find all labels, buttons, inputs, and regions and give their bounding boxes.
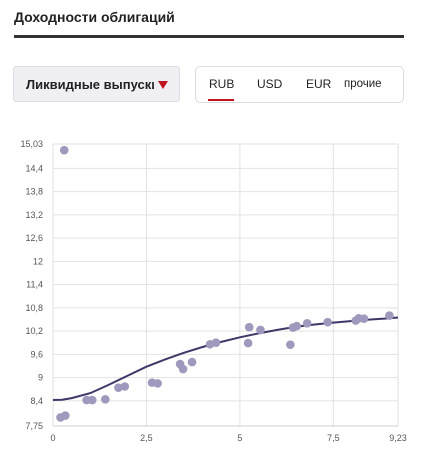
bond-point — [292, 321, 302, 331]
bond-point — [286, 340, 295, 349]
x-tick-label: 7,5 — [327, 433, 340, 443]
chart-points-layer — [56, 145, 394, 422]
bond-point — [359, 314, 369, 324]
y-tick-label: 9,6 — [30, 349, 43, 359]
yield-curve-chart: 7,75 8,4 9 9,6 10,2 10,8 11,4 12 12,6 13,2 13,8 14,… — [20, 139, 406, 443]
bond-point — [385, 311, 394, 320]
bond-point — [120, 382, 130, 391]
y-tick-label: 15,03 — [20, 139, 43, 149]
tab-usd[interactable]: USD — [257, 77, 283, 91]
x-tick-label: 9,23 — [389, 433, 407, 443]
active-tab-indicator — [208, 99, 234, 101]
bond-point — [101, 394, 110, 404]
y-tick-label: 7,75 — [25, 421, 43, 431]
bond-point — [87, 395, 97, 405]
chart-curve-layer — [52, 316, 399, 401]
chevron-down-icon — [158, 81, 168, 89]
y-tick-label: 13,8 — [25, 187, 43, 197]
chart-grid — [52, 143, 399, 427]
y-tick-label: 10,2 — [25, 326, 43, 336]
yield-curve-line — [52, 316, 399, 401]
y-tick-label: 8,4 — [30, 396, 43, 406]
bond-point — [244, 322, 254, 332]
y-tick-label: 12,6 — [25, 233, 43, 243]
bond-point — [302, 319, 312, 328]
y-tick-label: 13,2 — [25, 210, 43, 220]
bond-point — [153, 379, 162, 388]
bond-point — [59, 145, 69, 155]
y-tick-label: 9 — [38, 373, 43, 383]
y-tick-label: 12 — [33, 256, 43, 266]
x-tick-label: 0 — [50, 433, 55, 443]
bond-point — [256, 325, 265, 335]
x-tick-label: 2,5 — [140, 433, 153, 443]
currency-tabs: RUB USD EUR прочие — [195, 66, 404, 103]
tab-other[interactable]: прочие — [344, 78, 382, 90]
bond-point — [114, 383, 123, 392]
bond-point — [61, 411, 70, 420]
y-tick-label: 11,4 — [26, 280, 43, 290]
bond-point — [243, 338, 253, 348]
bond-point — [178, 364, 188, 374]
bond-point — [323, 317, 333, 327]
page-title: Доходности облигаций — [14, 9, 175, 25]
tab-eur[interactable]: EUR — [306, 77, 332, 91]
bond-point — [211, 338, 221, 348]
title-divider — [14, 35, 404, 38]
bond-point — [187, 357, 197, 367]
chart-ticks: 7,75 8,4 9 9,6 10,2 10,8 11,4 12 12,6 13,2 13,8 14,… — [20, 139, 406, 443]
x-tick-label: 5 — [237, 433, 242, 443]
bond-type-dropdown[interactable]: Ликвидные выпуски — [13, 66, 180, 102]
y-tick-label: 14,4 — [25, 163, 43, 173]
dropdown-selected-value: Ликвидные выпуски — [26, 77, 154, 92]
tab-rub[interactable]: RUB — [209, 77, 235, 91]
y-tick-label: 10,8 — [25, 303, 43, 313]
